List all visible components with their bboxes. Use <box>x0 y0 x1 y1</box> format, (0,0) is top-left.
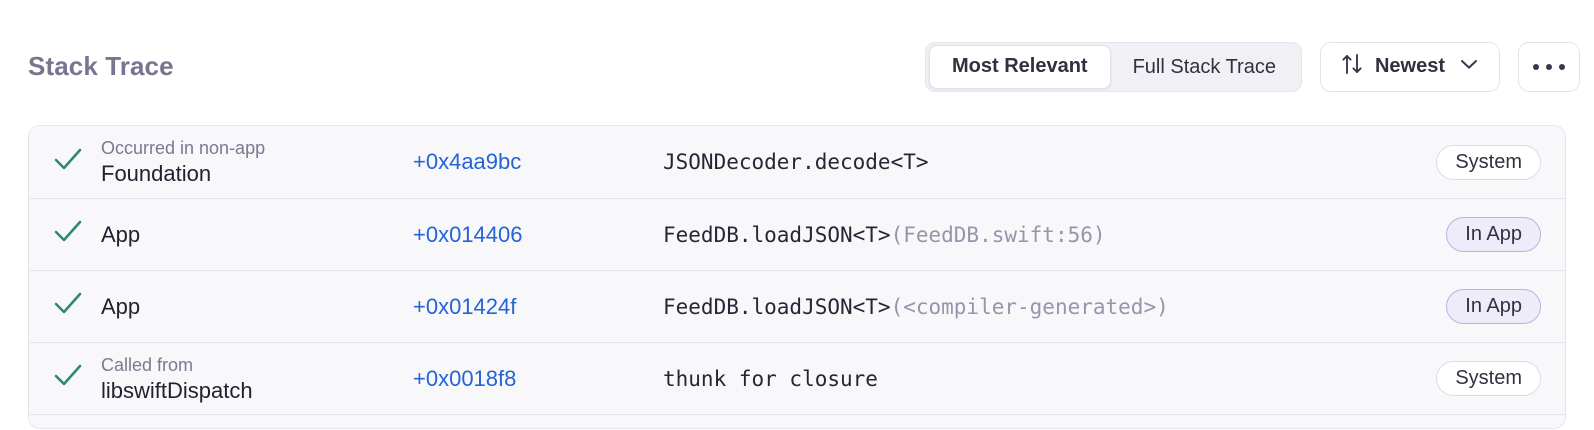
status-badge: In App <box>1446 217 1541 252</box>
frame-function: FeedDB.loadJSON<T>(<compiler-generated>) <box>663 294 1446 319</box>
frame-function-name: JSONDecoder.decode<T> <box>663 150 929 174</box>
stack-frame-list: Occurred in non-app Foundation +0x4aa9bc… <box>28 125 1566 429</box>
check-icon <box>53 219 83 250</box>
header-controls: Most Relevant Full Stack Trace Newest <box>924 41 1580 92</box>
check-icon <box>53 291 83 322</box>
ellipsis-icon-dot3 <box>1559 63 1565 70</box>
frame-package: App <box>101 221 413 248</box>
frame-package-name: App <box>101 222 141 247</box>
table-row[interactable]: Called from libswiftDispatch +0x0018f8 t… <box>29 342 1565 414</box>
frame-function: JSONDecoder.decode<T> <box>663 150 1436 174</box>
frame-function: FeedDB.loadJSON<T>(FeedDB.swift:56) <box>663 222 1446 247</box>
status-badge: System <box>1436 361 1541 396</box>
frame-caption: Occurred in non-app <box>101 138 266 158</box>
status-badge: System <box>1436 144 1541 180</box>
frame-address[interactable]: +0x014406 <box>413 221 523 247</box>
frame-status <box>53 219 101 250</box>
table-row[interactable]: App +0x01424f FeedDB.loadJSON<T>(<compil… <box>29 270 1565 342</box>
frame-function-name: FeedDB.loadJSON<T> <box>663 294 891 319</box>
ellipsis-icon <box>1533 63 1539 70</box>
frame-status <box>53 147 101 178</box>
table-row[interactable]: Occurred in non-app Foundation +0x4aa9bc… <box>29 126 1565 198</box>
frame-badge-cell: System <box>1436 361 1543 396</box>
frame-status <box>53 291 101 322</box>
frame-source-location[interactable]: (FeedDB.swift:56) <box>890 222 1106 247</box>
frame-badge-cell: System <box>1436 144 1543 180</box>
frame-function-name: FeedDB.loadJSON<T> <box>663 222 891 247</box>
frame-function-name: thunk for closure <box>663 366 878 391</box>
frame-package: Called from libswiftDispatch <box>101 354 413 404</box>
more-options-button[interactable] <box>1518 41 1580 92</box>
frame-badge-cell: In App <box>1446 289 1543 324</box>
sort-button[interactable]: Newest <box>1319 41 1500 92</box>
sort-label: Newest <box>1374 55 1445 77</box>
check-icon <box>53 363 83 394</box>
frame-address[interactable]: +0x0018f8 <box>413 365 517 391</box>
tab-full-stack-trace[interactable]: Full Stack Trace <box>1132 55 1276 78</box>
status-badge: In App <box>1446 289 1541 324</box>
frame-package-name: Foundation <box>101 161 212 186</box>
frame-function: thunk for closure <box>663 367 1436 391</box>
table-row[interactable] <box>29 414 1565 428</box>
frame-package: App <box>101 293 413 320</box>
stack-trace-view-toggle[interactable]: Most Relevant Full Stack Trace <box>924 41 1302 92</box>
frame-package: Occurred in non-app Foundation <box>101 137 413 187</box>
frame-address[interactable]: +0x4aa9bc <box>413 149 522 174</box>
frame-source-location[interactable]: (<compiler-generated>) <box>890 294 1169 319</box>
frame-package-name: libswiftDispatch <box>101 377 253 403</box>
chevron-down-icon <box>1459 57 1479 76</box>
sort-arrows-icon <box>1341 52 1363 81</box>
frame-address[interactable]: +0x01424f <box>413 293 517 319</box>
tab-most-relevant[interactable]: Most Relevant <box>928 44 1111 89</box>
frame-caption: Called from <box>101 354 194 375</box>
frame-status <box>53 363 101 394</box>
check-icon <box>53 147 83 178</box>
frame-badge-cell: In App <box>1446 217 1543 252</box>
ellipsis-icon-dot2 <box>1546 63 1552 70</box>
table-row[interactable]: App +0x014406 FeedDB.loadJSON<T>(FeedDB.… <box>29 198 1565 270</box>
frame-package-name: App <box>101 294 141 319</box>
page-title: Stack Trace <box>28 51 174 81</box>
stack-trace-header: Stack Trace Most Relevant Full Stack Tra… <box>28 0 1580 125</box>
